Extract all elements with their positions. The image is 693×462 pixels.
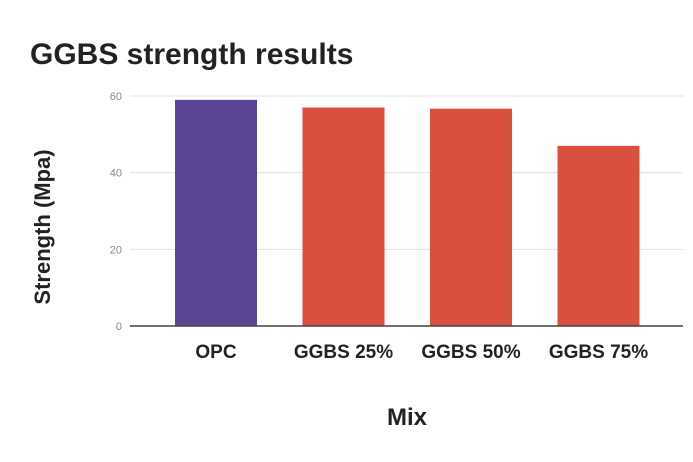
y-tick-label: 20	[110, 244, 122, 256]
x-tick-label: GGBS 75%	[549, 342, 648, 363]
x-axis-ticks: OPC GGBS 25% GGBS 50% GGBS 75%	[195, 342, 648, 363]
y-tick-label: 0	[116, 321, 122, 333]
y-tick-label: 40	[110, 168, 122, 180]
bar-opc	[175, 99, 257, 326]
bar-ggbs-25	[302, 107, 385, 326]
bar-ggbs-75	[557, 145, 640, 326]
bar-ggbs-50	[430, 108, 512, 327]
y-axis-ticks: 0 20 40 60	[110, 91, 122, 333]
y-axis-label: Strength (Mpa)	[30, 149, 55, 304]
chart-title: GGBS strength results	[30, 38, 354, 71]
bars	[175, 99, 640, 327]
y-tick-label: 60	[110, 91, 122, 103]
x-tick-label: GGBS 25%	[294, 342, 393, 363]
x-tick-label: GGBS 50%	[421, 342, 520, 363]
x-axis-label: Mix	[387, 404, 428, 431]
x-tick-label: OPC	[195, 342, 236, 363]
